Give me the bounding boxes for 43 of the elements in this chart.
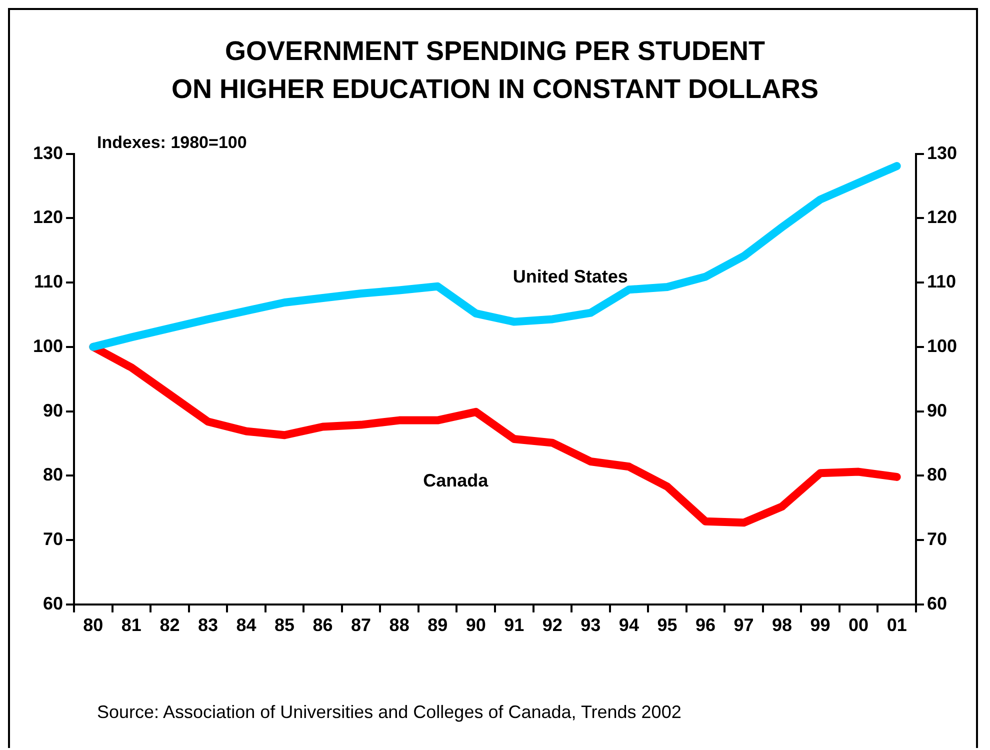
x-tick-label: 84 xyxy=(236,615,256,636)
y2-tick-label: 100 xyxy=(926,336,958,356)
y2-tick-label: 70 xyxy=(926,528,947,549)
x-tick-label: 88 xyxy=(389,615,410,636)
x-tick-label: 87 xyxy=(351,615,372,636)
y2-tick-label: 130 xyxy=(926,142,958,163)
text: Canada xyxy=(423,470,490,490)
x-tick-label: 90 xyxy=(466,615,486,636)
y-tick-label: 110 xyxy=(34,272,64,292)
source-note: Source: Association of Universities and Colleges of Canada, Trends 2002 xyxy=(97,702,682,723)
x-tick-label: 86 xyxy=(312,615,333,636)
x-tick-label: 97 xyxy=(734,615,754,636)
x-tick-label: 94 xyxy=(618,615,639,636)
y-tick-label: 120 xyxy=(32,207,64,228)
x-tick-label: 81 xyxy=(121,615,142,636)
x-tick-label: 80 xyxy=(83,615,104,636)
y2-tick-label: 90 xyxy=(926,400,947,420)
series-label: United States xyxy=(512,266,628,286)
x-tick-label: 82 xyxy=(160,615,180,636)
x-tick-label: 91 xyxy=(504,615,524,636)
y2-tick-label: 110 xyxy=(926,272,956,292)
x-tick-label: 83 xyxy=(198,615,218,636)
y-tick-label: 80 xyxy=(43,464,64,485)
x-tick-label: 00 xyxy=(848,615,869,636)
y-tick-label: 130 xyxy=(32,142,64,163)
y2-tick-label: 80 xyxy=(926,464,947,485)
x-tick-label: 96 xyxy=(695,615,716,636)
y-tick-label: 90 xyxy=(43,400,64,420)
y-tick-label: 70 xyxy=(43,528,64,549)
x-tick-label: 98 xyxy=(772,615,792,636)
y2-tick-label: 60 xyxy=(926,593,947,614)
y-tick-label: 60 xyxy=(43,593,64,614)
x-tick-label: 89 xyxy=(428,615,448,636)
x-tick-label: 01 xyxy=(886,615,907,636)
x-tick-label: 85 xyxy=(274,615,295,636)
y-tick-label: 100 xyxy=(32,336,64,356)
text: Indexes: 1980=100 xyxy=(97,133,247,153)
y2-tick-label: 120 xyxy=(926,207,958,228)
x-tick-label: 95 xyxy=(657,615,678,636)
x-tick-label: 92 xyxy=(542,615,562,636)
x-tick-label: 93 xyxy=(580,615,601,636)
chart-title: GOVERNMENT SPENDING PER STUDENT ON HIGHER EDUCATION IN CONSTANT DOLLARS xyxy=(170,35,820,106)
x-tick-label: 99 xyxy=(810,615,830,636)
